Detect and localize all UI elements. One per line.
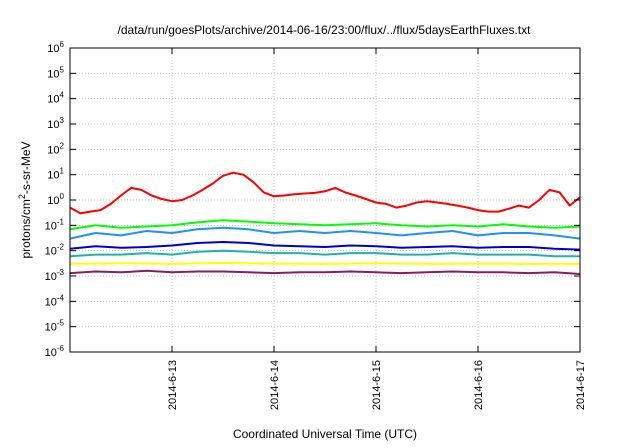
y-tick-label: 10-1 bbox=[45, 217, 65, 232]
y-tick-label: 102 bbox=[47, 141, 64, 156]
y-tick-label: 100 bbox=[47, 192, 64, 207]
series-group bbox=[69, 171, 581, 275]
x-tick-label: 2014-6-13 bbox=[167, 360, 179, 410]
series-line-4 bbox=[69, 249, 580, 258]
y-tick-label: 10-4 bbox=[45, 293, 65, 308]
series-line-5 bbox=[69, 261, 580, 265]
series-line-3 bbox=[69, 241, 581, 251]
y-tick-label: 104 bbox=[47, 91, 64, 106]
x-tick-label: 2014-6-14 bbox=[269, 360, 281, 410]
y-tick-label: 10-5 bbox=[45, 319, 65, 334]
x-axis-label: Coordinated Universal Time (UTC) bbox=[233, 427, 417, 441]
grid bbox=[70, 48, 580, 352]
y-tick-label: 10-3 bbox=[45, 268, 65, 283]
series-line-0 bbox=[69, 171, 581, 215]
x-tick-label: 2014-6-17 bbox=[575, 360, 587, 410]
y-tick-label: 106 bbox=[47, 40, 64, 55]
series-line-2 bbox=[69, 226, 581, 240]
y-axis-label: protons/cm2-s-sr-MeV bbox=[17, 141, 33, 258]
chart-title: /data/run/goesPlots/archive/2014-06-16/2… bbox=[118, 23, 532, 37]
series-line-6 bbox=[69, 269, 581, 275]
y-axis: 106 105 104 103 102 101 100 10-1 10-2 10-3 10-4 10-… bbox=[45, 40, 580, 359]
y-tick-label: 105 bbox=[47, 65, 64, 80]
x-axis: 2014-6-13 2014-6-14 2014-6-15 2014-6-16 2014… bbox=[167, 48, 587, 410]
y-tick-label: 10-6 bbox=[45, 344, 65, 359]
x-tick-label: 2014-6-15 bbox=[371, 360, 383, 410]
series-line-1 bbox=[69, 219, 581, 231]
x-tick-label: 2014-6-16 bbox=[473, 360, 485, 410]
y-tick-label: 103 bbox=[47, 116, 64, 131]
y-tick-label: 101 bbox=[47, 167, 64, 182]
y-tick-label: 10-2 bbox=[45, 243, 65, 258]
